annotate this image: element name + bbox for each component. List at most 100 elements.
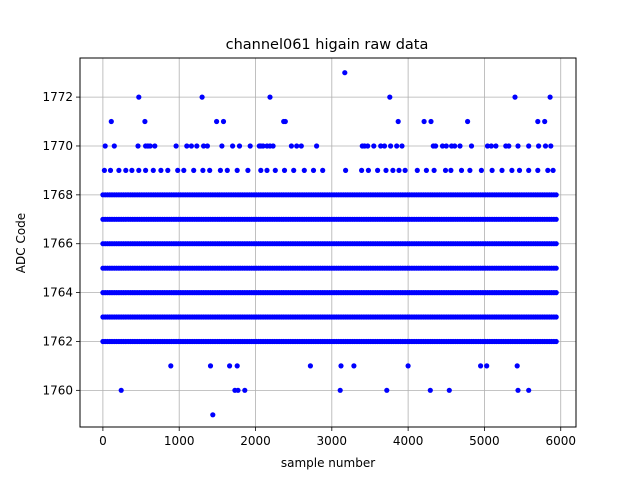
data-point (457, 143, 463, 149)
data-point (446, 387, 452, 393)
y-tick-label: 1760 (42, 383, 73, 397)
data-point (264, 167, 270, 173)
data-point (433, 143, 439, 149)
data-point (298, 143, 304, 149)
data-point (129, 167, 135, 173)
data-point (310, 167, 317, 173)
data-point (478, 363, 484, 369)
data-point (301, 167, 307, 173)
chart-title: channel061 higain raw data (226, 37, 429, 53)
data-point (201, 143, 207, 149)
data-point (242, 387, 248, 393)
data-point (116, 167, 122, 173)
data-point (428, 118, 434, 125)
data-point (227, 363, 233, 369)
x-tick-label: 3000 (317, 434, 348, 448)
data-point (488, 143, 494, 149)
data-point (535, 118, 541, 125)
data-point (236, 143, 243, 149)
data-point (484, 143, 491, 149)
data-point (342, 70, 348, 76)
data-point (165, 167, 171, 173)
data-point (152, 143, 158, 149)
data-point (143, 167, 149, 173)
data-point (214, 118, 220, 125)
data-point (515, 143, 521, 149)
data-point (272, 167, 278, 173)
data-point (493, 143, 499, 149)
data-point (394, 143, 400, 149)
data-point (381, 143, 388, 149)
data-point (136, 94, 142, 100)
data-point (234, 363, 240, 369)
data-point (499, 167, 505, 173)
data-point (547, 94, 553, 100)
data-point (458, 167, 465, 173)
data-point (448, 167, 454, 173)
data-point (365, 167, 371, 173)
data-point (338, 363, 344, 369)
data-point (535, 167, 541, 173)
data-point (553, 192, 559, 198)
data-point (200, 167, 206, 173)
data-point (245, 167, 251, 173)
data-point (431, 167, 437, 173)
data-point (102, 143, 108, 149)
data-point (101, 167, 107, 173)
data-point (387, 94, 393, 100)
data-point (423, 167, 429, 173)
data-point (553, 216, 559, 222)
data-point (199, 94, 205, 100)
data-point (359, 167, 365, 173)
data-point (465, 118, 471, 125)
data-point (542, 143, 549, 149)
data-point (442, 167, 449, 173)
data-point (135, 143, 141, 149)
data-point (123, 167, 129, 173)
data-point (553, 290, 559, 296)
data-point (509, 167, 515, 173)
data-point (220, 118, 227, 125)
data-point (384, 387, 390, 393)
data-point (553, 265, 559, 271)
data-point (142, 118, 148, 125)
data-point (375, 167, 381, 173)
data-point (204, 143, 210, 149)
y-tick-label: 1764 (42, 286, 73, 300)
data-point (281, 167, 288, 173)
data-point (536, 143, 542, 149)
data-point (526, 167, 532, 173)
data-point (175, 167, 181, 173)
data-point (337, 387, 343, 393)
data-point (267, 94, 273, 100)
data-point (516, 167, 523, 173)
data-point (545, 167, 551, 173)
data-point (210, 412, 216, 418)
data-point (224, 167, 230, 173)
data-point (207, 363, 214, 369)
data-point (235, 387, 241, 393)
data-point (173, 143, 179, 149)
data-point (395, 118, 401, 125)
data-point (234, 167, 240, 173)
data-point (478, 167, 484, 173)
y-tick-label: 1762 (42, 334, 73, 348)
data-point (118, 387, 124, 393)
x-tick-label: 5000 (469, 434, 500, 448)
data-point (388, 143, 394, 149)
data-point (467, 167, 473, 173)
data-point (514, 363, 520, 369)
data-point (258, 167, 264, 173)
data-point (184, 143, 190, 149)
data-point (421, 118, 427, 125)
data-point (553, 314, 559, 320)
data-point (371, 143, 377, 149)
data-point (147, 143, 153, 149)
data-point (553, 338, 559, 345)
data-point (270, 143, 276, 149)
data-point (191, 167, 197, 173)
y-tick-label: 1772 (42, 90, 73, 104)
data-point (288, 143, 294, 149)
data-point (402, 167, 408, 173)
